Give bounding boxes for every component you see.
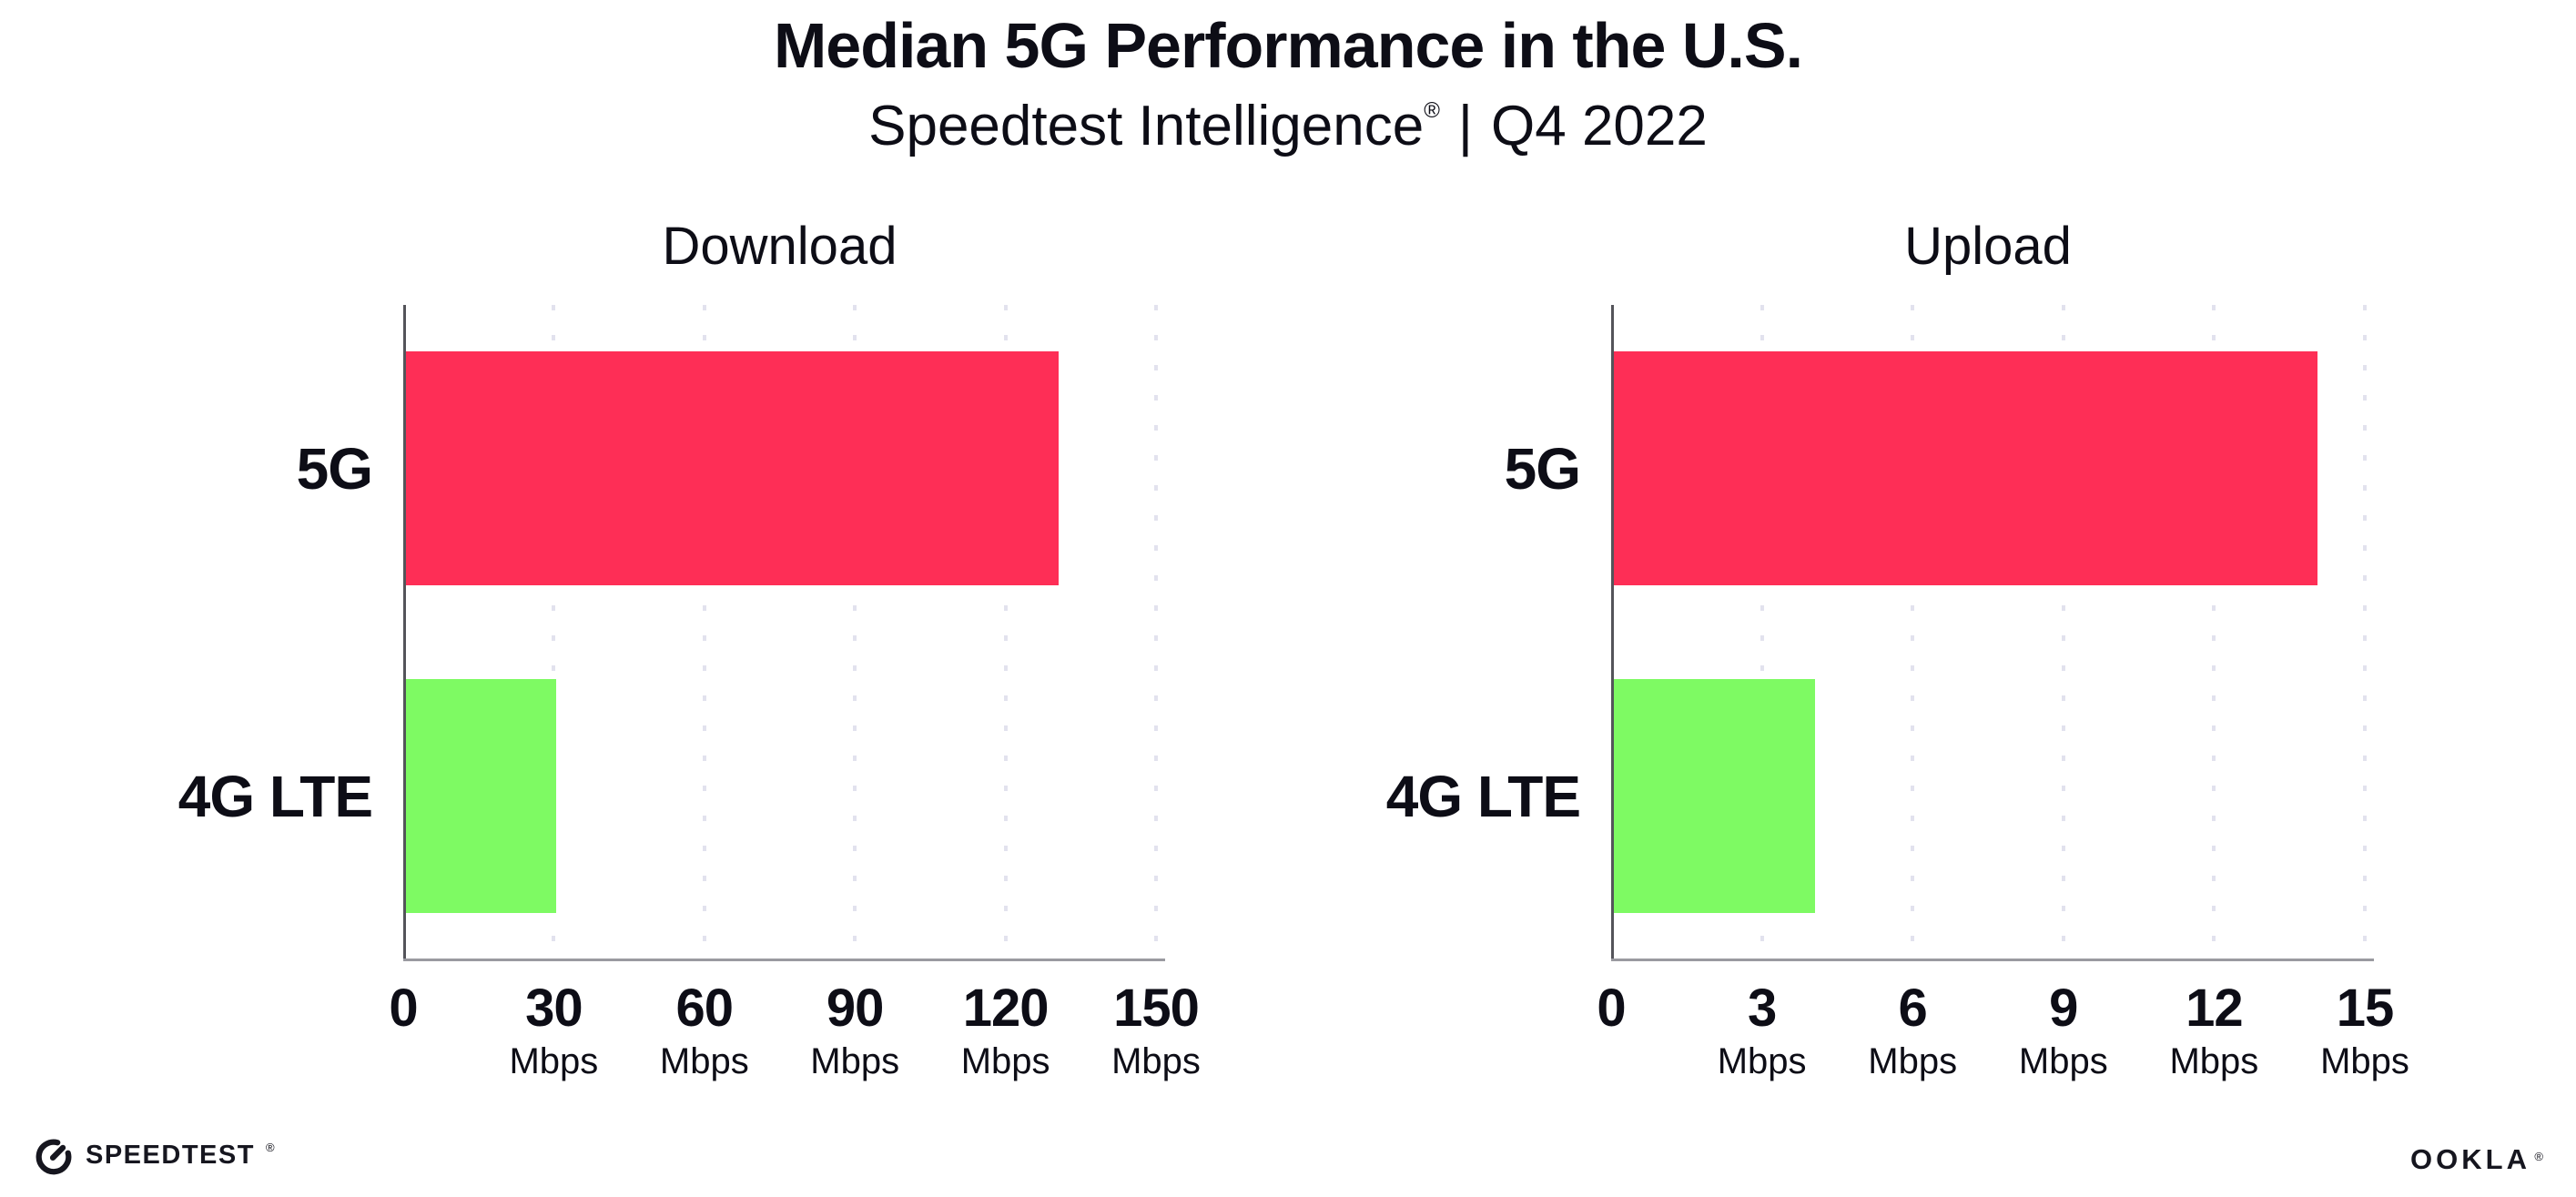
registered-trademark-mark: ® xyxy=(1424,98,1440,123)
gridline xyxy=(1003,305,1008,959)
ookla-logo: OOKLA ® xyxy=(2410,1143,2543,1176)
x-tick-120: 120 Mbps xyxy=(906,980,1106,1082)
x-tick-value: 6 xyxy=(1898,979,1928,1038)
x-tick-15: 15 Mbps xyxy=(2265,980,2465,1082)
gridline xyxy=(552,305,556,959)
speedtest-wordmark: SPEEDTEST xyxy=(86,1140,255,1170)
speedtest-logo: SPEEDTEST ® xyxy=(33,1134,275,1176)
x-tick-12: 12 Mbps xyxy=(2114,980,2314,1082)
y-axis xyxy=(403,305,406,961)
x-tick-unit: Mbps xyxy=(1717,1041,1807,1081)
bar-download-5g xyxy=(406,351,1059,585)
x-tick-0: 0 xyxy=(1511,980,1711,1037)
x-tick-value: 9 xyxy=(2049,979,2078,1038)
chart-title-download: Download xyxy=(662,217,898,276)
gridline xyxy=(2363,305,2367,959)
bar-download-4g-lte xyxy=(406,679,557,913)
gridline xyxy=(1154,305,1158,959)
x-tick-value: 60 xyxy=(675,979,735,1038)
subtitle-period: Q4 2022 xyxy=(1491,95,1708,157)
x-axis xyxy=(403,959,1165,961)
x-tick-unit: Mbps xyxy=(810,1041,900,1081)
subtitle-brand: Speedtest Intelligence xyxy=(868,95,1425,157)
x-tick-value: 0 xyxy=(1597,979,1626,1038)
x-tick-unit: Mbps xyxy=(1111,1041,1201,1081)
bar-upload-4g-lte xyxy=(1614,679,1815,913)
subtitle-divider: | xyxy=(1457,95,1474,157)
speedtest-gauge-icon xyxy=(35,1139,72,1175)
gridline xyxy=(2212,305,2216,959)
x-tick-6: 6 Mbps xyxy=(1812,980,2013,1082)
speedtest-registered-mark: ® xyxy=(265,1140,275,1154)
plot-download: 0 30 Mbps 60 Mbps 90 Mbps 120 Mbps 150 Mbps xyxy=(389,305,1201,1081)
page-subtitle: Speedtest Intelligence® | Q4 2022 xyxy=(0,91,2576,174)
gridline xyxy=(853,305,857,959)
x-tick-value: 120 xyxy=(962,979,1050,1038)
x-tick-value: 12 xyxy=(2186,979,2244,1038)
x-tick-unit: Mbps xyxy=(509,1041,599,1081)
x-tick-30: 30 Mbps xyxy=(453,980,654,1082)
x-tick-unit: Mbps xyxy=(2169,1041,2259,1081)
category-label-5g: 5G xyxy=(296,435,373,502)
x-tick-value: 0 xyxy=(389,979,418,1038)
category-label-4g-lte: 4G LTE xyxy=(177,763,373,829)
x-tick-unit: Mbps xyxy=(960,1041,1050,1081)
x-tick-9: 9 Mbps xyxy=(1963,980,2164,1082)
gridline xyxy=(1911,305,1915,959)
x-tick-90: 90 Mbps xyxy=(755,980,955,1082)
x-tick-value: 15 xyxy=(2336,979,2395,1038)
x-tick-unit: Mbps xyxy=(1868,1041,1958,1081)
y-axis xyxy=(1611,305,1614,961)
bar-upload-5g xyxy=(1614,351,2317,585)
ookla-wordmark: OOKLA xyxy=(2410,1143,2530,1175)
x-tick-unit: Mbps xyxy=(659,1041,749,1081)
x-tick-unit: Mbps xyxy=(2018,1041,2108,1081)
x-tick-unit: Mbps xyxy=(2320,1041,2409,1081)
category-label-4g-lte: 4G LTE xyxy=(1385,763,1581,829)
ookla-registered-mark: ® xyxy=(2534,1150,2543,1163)
x-axis xyxy=(1611,959,2374,961)
x-tick-3: 3 Mbps xyxy=(1662,980,1862,1082)
gridline xyxy=(1760,305,1764,959)
x-tick-value: 150 xyxy=(1113,979,1200,1038)
x-tick-value: 3 xyxy=(1747,979,1777,1038)
gridline xyxy=(2061,305,2065,959)
plot-upload: 0 3 Mbps 6 Mbps 9 Mbps 12 Mbps 15 Mbps xyxy=(1597,305,2409,1081)
category-label-5g: 5G xyxy=(1504,435,1581,502)
gridline xyxy=(702,305,706,959)
page-title: Median 5G Performance in the U.S. xyxy=(773,10,1803,81)
x-tick-60: 60 Mbps xyxy=(604,980,805,1082)
chart-title-upload: Upload xyxy=(1904,217,2072,276)
x-tick-value: 90 xyxy=(826,979,885,1038)
x-tick-0: 0 xyxy=(303,980,503,1037)
x-tick-value: 30 xyxy=(525,979,583,1038)
x-tick-150: 150 Mbps xyxy=(1056,980,1256,1082)
